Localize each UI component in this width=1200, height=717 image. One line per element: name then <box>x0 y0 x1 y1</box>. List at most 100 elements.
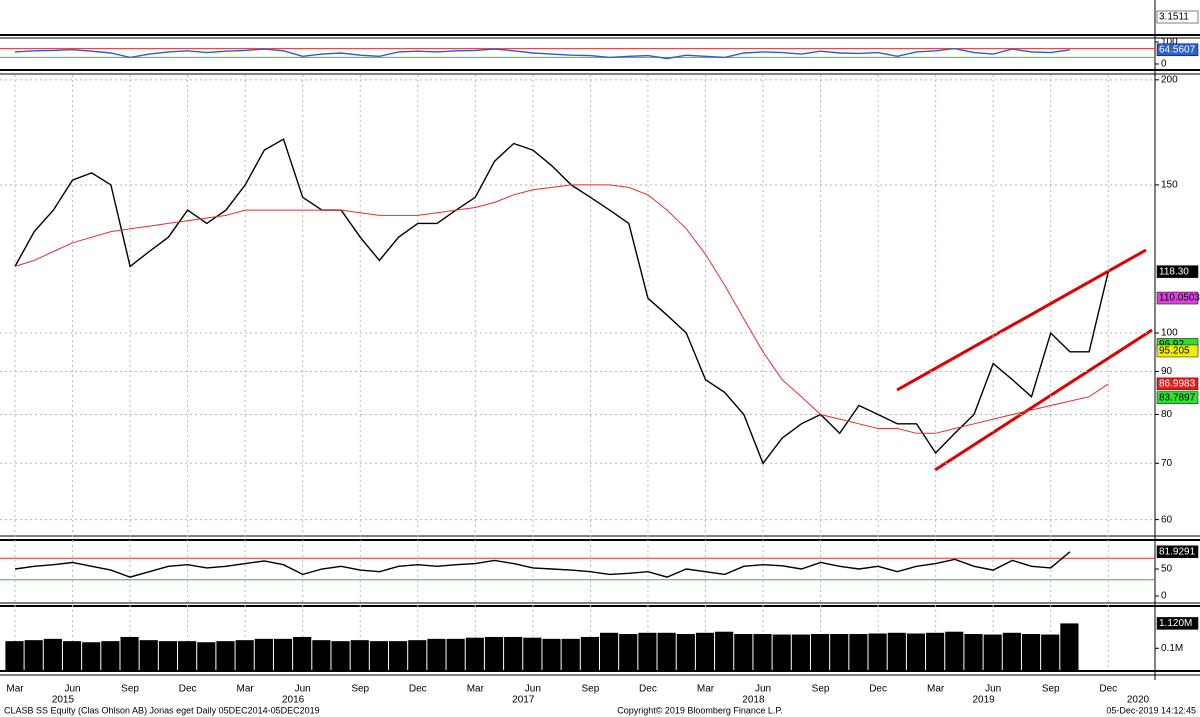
year-label: 2018 <box>742 695 765 706</box>
volume-bar <box>1002 632 1021 672</box>
x-tick-label: Mar <box>927 684 945 695</box>
x-tick-label: Mar <box>467 684 485 695</box>
value-tag-label: 81.9291 <box>1159 546 1196 557</box>
volume-bar <box>1021 634 1041 672</box>
volume-bar <box>235 640 254 672</box>
volume-bar <box>216 641 235 672</box>
volume-bar <box>465 637 484 672</box>
value-tag-label: 1.120M <box>1159 618 1192 629</box>
x-tick-label: Jun <box>755 684 771 695</box>
series-line <box>14 551 1071 578</box>
volume-bar <box>580 636 599 672</box>
series-line <box>14 47 1071 60</box>
footer-copyright: Copyright© 2019 Bloomberg Finance L.P. <box>617 705 783 715</box>
volume-bar <box>964 634 983 672</box>
volume-bar <box>158 641 178 672</box>
panel-borders <box>0 0 1200 680</box>
channel-annotation <box>896 248 1153 472</box>
y-tick-label: 150 <box>1161 180 1178 191</box>
volume-bar <box>906 633 926 672</box>
volume-bar <box>599 632 619 672</box>
volume-bar <box>62 641 82 672</box>
volume-bar <box>983 634 1002 672</box>
volume-bar <box>676 634 695 672</box>
volume-bar <box>408 640 427 672</box>
volume-bar <box>734 634 753 672</box>
y-tick-label: 200 <box>1161 74 1178 85</box>
x-tick-label: Dec <box>869 684 887 695</box>
value-tag <box>1156 265 1199 278</box>
value-tag <box>1156 545 1199 559</box>
value-tag <box>1156 43 1199 57</box>
volume-bar <box>484 636 504 672</box>
volume-bar <box>427 638 446 672</box>
volume-bar <box>810 634 830 672</box>
volume-bar <box>638 632 657 672</box>
value-tag-label: 118.30 <box>1159 266 1189 277</box>
volume-bar <box>389 641 408 672</box>
x-tick-label: Dec <box>1099 684 1117 695</box>
volume-bar <box>5 641 24 672</box>
volume-bar <box>772 634 791 672</box>
volume-bar <box>101 641 120 672</box>
x-tick-label: Jun <box>985 684 1001 695</box>
value-tag <box>1156 391 1199 404</box>
value-tag <box>1156 291 1199 305</box>
volume-bar <box>293 636 312 672</box>
volume-bar <box>695 632 715 672</box>
x-tick-label: Jun <box>525 684 541 695</box>
volume-bar <box>791 634 810 672</box>
y-tick-label: 0.1M <box>1161 643 1183 654</box>
volume-bar <box>868 633 887 672</box>
value-tag <box>1156 617 1199 630</box>
volume-bar <box>197 642 216 672</box>
year-label: 2016 <box>282 695 305 706</box>
value-tag <box>1156 377 1199 391</box>
y-tick-label: 0 <box>1161 59 1167 70</box>
volume-bar <box>753 634 772 672</box>
volume-bar <box>1060 623 1079 672</box>
value-tag-label: 96.92 <box>1159 339 1184 350</box>
value-tag-label: 83.7897 <box>1159 392 1196 403</box>
volume-bar <box>657 632 676 672</box>
volume-bar <box>82 642 101 672</box>
volume-bar <box>715 631 734 672</box>
x-tick-label: Sep <box>582 684 600 695</box>
x-tick-label: Mar <box>6 684 24 695</box>
y-tick-label: 100 <box>1161 37 1178 48</box>
volume-bar <box>619 634 638 672</box>
y-tick-label: 0 <box>1161 591 1167 602</box>
volume-bar <box>504 636 523 672</box>
value-tag-label: 86.9983 <box>1159 379 1196 390</box>
x-tick-label: Dec <box>409 684 427 695</box>
value-tag-label: 110.0503 <box>1159 293 1200 304</box>
y-tick-label: 60 <box>1161 514 1173 525</box>
volume-bar <box>849 634 868 672</box>
value-tag-label: 95.205 <box>1159 346 1190 357</box>
volume-bar <box>24 640 43 672</box>
value-tag-label: 64.5607 <box>1159 44 1196 55</box>
value-tag <box>1156 344 1199 358</box>
y-tick-label: 80 <box>1161 409 1173 420</box>
x-tick-label: Mar <box>697 684 715 695</box>
x-tick-label: Mar <box>237 684 255 695</box>
value-tag-label: 3.1511 <box>1159 12 1189 23</box>
footer-security: CLASB SS Equity (Clas Ohlson AB) Jonas e… <box>4 705 320 715</box>
x-tick-label: Jun <box>64 684 80 695</box>
x-tick-label: Dec <box>179 684 197 695</box>
year-label: 2017 <box>512 695 535 706</box>
x-tick-label: Sep <box>121 684 139 695</box>
volume-bar <box>178 641 197 672</box>
volume-bar <box>542 638 561 672</box>
x-tick-label: Sep <box>812 684 830 695</box>
volume-bar <box>945 631 964 672</box>
footer-timestamp: 05-Dec-2019 14:12:45 <box>1106 705 1196 715</box>
volume-bar <box>523 637 542 672</box>
value-tag <box>1156 10 1199 24</box>
volume-bar <box>43 638 62 672</box>
x-tick-label: Sep <box>1042 684 1060 695</box>
volume-bar <box>830 634 849 672</box>
year-label: 2015 <box>52 695 75 706</box>
series-line <box>14 184 1109 434</box>
